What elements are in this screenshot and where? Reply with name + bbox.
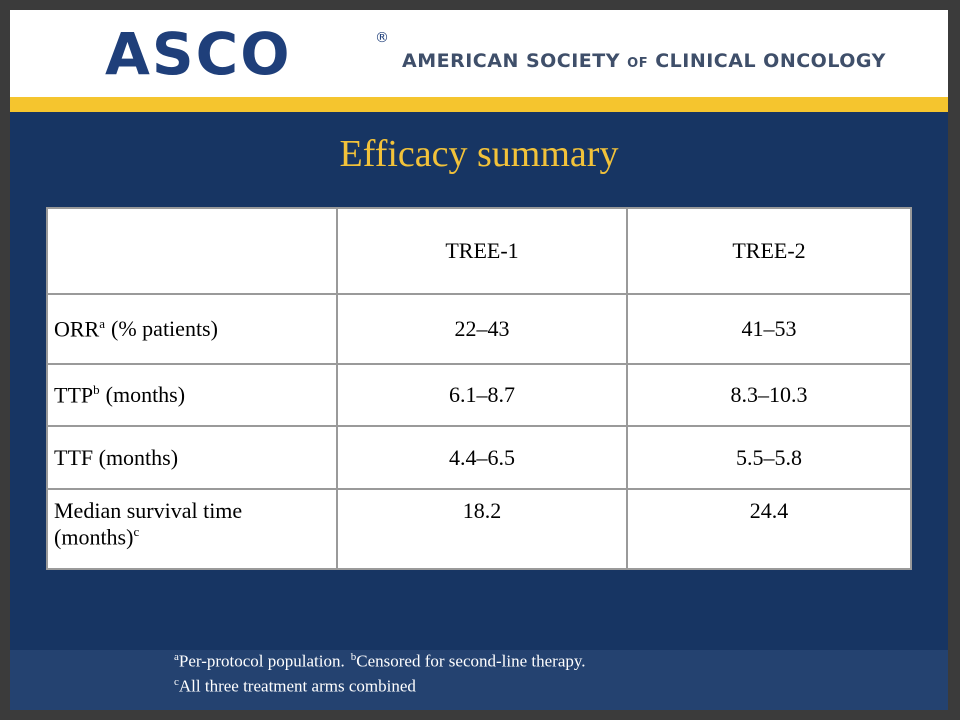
superscript: b	[93, 381, 100, 397]
footnote: Censored for second-line therapy.	[356, 651, 586, 671]
superscript: a	[99, 315, 106, 331]
header-row: TREE-1 TREE-2	[46, 207, 912, 295]
cell: 6.1–8.7	[336, 363, 628, 427]
label-suffix: (months)	[105, 382, 186, 408]
cell: 5.5–5.8	[626, 425, 912, 490]
row-label: Median survival time (months)c	[46, 488, 338, 570]
org-name-part: AMERICAN SOCIETY	[402, 50, 621, 72]
footnote: All three treatment arms combined	[178, 676, 416, 696]
cell: 22–43	[336, 293, 628, 365]
column-header: TREE-2	[626, 207, 912, 295]
accent-stripe	[10, 97, 948, 112]
row: Median survival time (months)c 18.2 24.4	[46, 488, 912, 570]
slide-title: Efficacy summary	[339, 133, 619, 175]
cell: 8.3–10.3	[626, 363, 912, 427]
org-name-part: OF	[627, 56, 649, 71]
superscript: c	[133, 524, 140, 539]
label: ORR	[54, 316, 100, 342]
superscript: b	[350, 651, 357, 663]
row-label: TTPb (months)	[46, 363, 338, 427]
row: TTPb (months) 6.1–8.7 8.3–10.3	[46, 363, 912, 427]
label: TTP	[54, 382, 94, 408]
slide: ASCO ® AMERICAN SOCIETY OF CLINICAL ONCO…	[10, 10, 948, 710]
label: TTF (months)	[54, 444, 179, 470]
footnote-band	[10, 650, 948, 710]
footnote: Per-protocol population.	[178, 651, 345, 671]
efficacy-table: TREE-1 TREE-2 ORRa (% patients) 22–43 41–…	[46, 207, 912, 570]
registered-mark: ®	[375, 30, 389, 46]
label-suffix: (% patients)	[111, 316, 218, 342]
row-label: TTF (months)	[46, 425, 338, 490]
cell: 41–53	[626, 293, 912, 365]
cell: 4.4–6.5	[336, 425, 628, 490]
row-label: ORRa (% patients)	[46, 293, 338, 365]
footnote-line: cAll three treatment arms combined	[174, 676, 416, 697]
org-name: AMERICAN SOCIETY OF CLINICAL ONCOLOGY	[402, 50, 886, 72]
logo: ASCO	[105, 20, 292, 88]
cell: 24.4	[626, 488, 912, 570]
column-header: TREE-1	[336, 207, 628, 295]
row: TTF (months) 4.4–6.5 5.5–5.8	[46, 425, 912, 490]
cell: 18.2	[336, 488, 628, 570]
footnote-line: aPer-protocol population. bCensored for s…	[174, 651, 586, 672]
superscript: a	[174, 651, 179, 663]
label: Median survival time (months)	[54, 498, 243, 550]
row: ORRa (% patients) 22–43 41–53	[46, 293, 912, 365]
org-name-part: CLINICAL ONCOLOGY	[655, 50, 886, 72]
header-band	[10, 10, 948, 97]
corner-cell	[46, 207, 338, 295]
superscript: c	[174, 676, 179, 688]
